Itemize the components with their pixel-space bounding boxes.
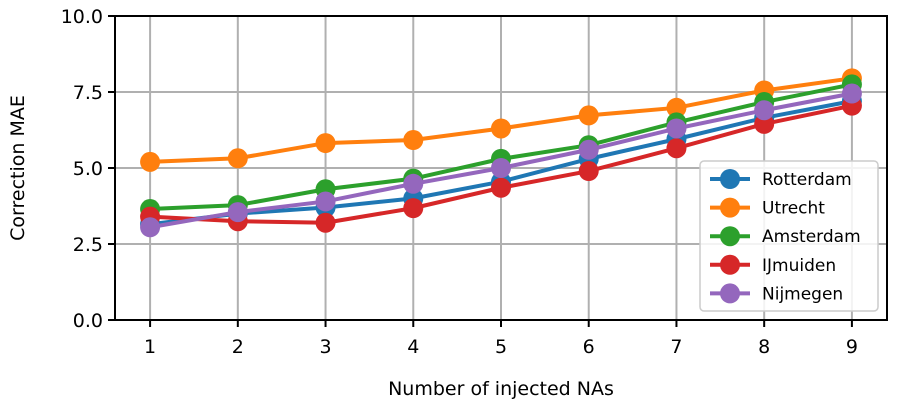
x-tick-label: 9 bbox=[846, 336, 858, 358]
x-tick-label: 3 bbox=[319, 336, 331, 358]
data-point-utrecht bbox=[227, 148, 248, 169]
data-point-utrecht bbox=[315, 133, 336, 154]
data-point-utrecht bbox=[403, 130, 424, 151]
data-point-nijmegen bbox=[227, 202, 248, 223]
data-point-nijmegen bbox=[403, 173, 424, 194]
legend-marker bbox=[720, 283, 740, 304]
data-point-nijmegen bbox=[315, 191, 336, 212]
data-point-ijmuiden bbox=[666, 138, 687, 159]
x-tick-label: 6 bbox=[583, 336, 595, 358]
data-point-nijmegen bbox=[754, 100, 775, 121]
data-point-ijmuiden bbox=[578, 161, 599, 182]
data-point-nijmegen bbox=[841, 83, 862, 104]
series-layer bbox=[140, 68, 862, 238]
data-point-ijmuiden bbox=[403, 198, 424, 219]
data-point-nijmegen bbox=[491, 158, 511, 178]
axes bbox=[108, 15, 888, 327]
y-axis-title: Correction MAE bbox=[7, 95, 29, 241]
legend-label: Utrecht bbox=[762, 199, 825, 219]
x-tick-label: 5 bbox=[495, 336, 507, 358]
legend-item-rotterdam: Rotterdam bbox=[710, 169, 852, 190]
legend-label: IJmuiden bbox=[762, 256, 836, 276]
data-point-ijmuiden bbox=[491, 177, 511, 198]
tick-labels: 1 2 3 4 5 6 7 8 9 0.0 2.5 5.0 7.5 10.0 bbox=[61, 6, 858, 358]
series-nijmegen bbox=[140, 83, 862, 238]
legend-item-ijmuiden: IJmuiden bbox=[710, 254, 836, 276]
data-point-nijmegen bbox=[578, 139, 599, 160]
legend-marker bbox=[720, 226, 740, 247]
x-tick-label: 4 bbox=[407, 336, 419, 358]
y-tick-label: 10.0 bbox=[61, 6, 103, 28]
data-point-utrecht bbox=[578, 105, 599, 126]
x-tick-label: 2 bbox=[232, 336, 244, 358]
data-point-utrecht bbox=[140, 151, 161, 172]
legend-item-nijmegen: Nijmegen bbox=[710, 283, 843, 304]
y-tick-label: 0.0 bbox=[73, 310, 103, 332]
legend-label: Nijmegen bbox=[762, 284, 843, 304]
legend: Rotterdam Utrecht Amsterdam IJmuiden Nijmege… bbox=[699, 160, 879, 312]
legend-marker bbox=[720, 197, 740, 218]
x-axis-title: Number of injected NAs bbox=[388, 378, 614, 400]
data-point-ijmuiden bbox=[315, 212, 336, 233]
data-point-utrecht bbox=[491, 118, 511, 139]
legend-label: Amsterdam bbox=[762, 227, 861, 247]
y-tick-label: 7.5 bbox=[73, 82, 103, 104]
legend-marker bbox=[720, 254, 740, 275]
legend-marker bbox=[720, 169, 740, 189]
x-tick-label: 1 bbox=[144, 336, 156, 358]
y-tick-label: 2.5 bbox=[73, 234, 103, 256]
series-utrecht bbox=[140, 68, 862, 172]
data-point-nijmegen bbox=[666, 118, 687, 139]
legend-box bbox=[699, 160, 879, 312]
legend-item-utrecht: Utrecht bbox=[710, 197, 825, 219]
legend-label: Rotterdam bbox=[762, 170, 852, 190]
data-point-ijmuiden bbox=[754, 113, 775, 134]
x-tick-label: 8 bbox=[758, 336, 770, 358]
data-point-nijmegen bbox=[140, 217, 161, 238]
legend-item-amsterdam: Amsterdam bbox=[710, 226, 861, 247]
x-tick-label: 7 bbox=[670, 336, 682, 358]
y-tick-label: 5.0 bbox=[73, 158, 103, 180]
data-point-utrecht bbox=[666, 97, 687, 118]
